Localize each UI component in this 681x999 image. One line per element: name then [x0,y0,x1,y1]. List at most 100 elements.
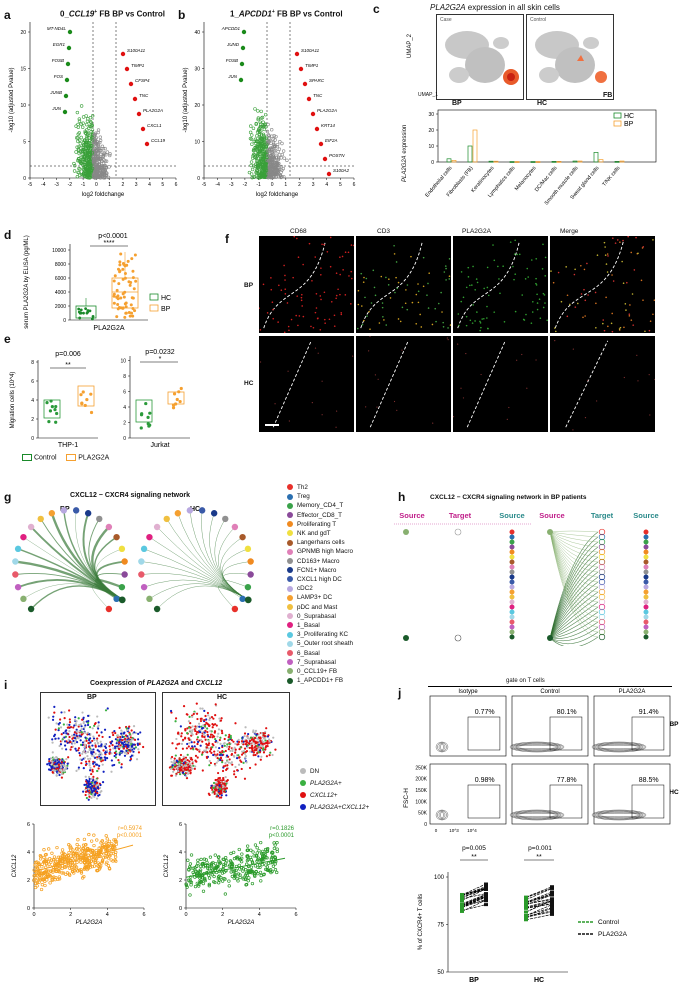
umap-cell [216,757,219,760]
volcano-point [249,172,254,176]
cell-signal [465,324,468,327]
umap-cell [234,748,237,751]
umap-cell [260,739,264,742]
h-source-dot [509,604,515,610]
scatter-point [65,871,70,875]
volcano-point [274,168,278,173]
cell-signal [293,235,296,238]
cell-signal [311,279,313,282]
umap-cell [186,772,190,775]
umap-cell [130,742,133,746]
flow-contour [596,812,642,818]
volcano-point [76,156,81,161]
x-tick-label: 6 [353,182,356,188]
umap-cell [237,743,240,746]
h-edge [549,531,599,638]
h-source-dot [643,584,649,590]
cell-signal [623,326,625,329]
umap-cell [196,725,199,728]
scatter-point [97,862,102,867]
volcano-point [276,161,280,166]
cell-signal [368,310,370,313]
cell-signal [605,296,607,299]
umap-cell [90,754,93,757]
legend-item: CXCL1 high DC [287,576,342,583]
volcano-point [98,167,102,171]
volcano-point [281,149,286,153]
scatter-point [247,876,251,880]
flow-col-label: Control [540,689,559,695]
umap-cell [191,725,194,728]
cell-signal [287,325,290,328]
umap-cell [263,732,267,735]
cell-signal [369,328,371,330]
umap-cell [247,732,250,736]
volcano-point [83,160,87,165]
volcano-point [79,135,83,140]
scatter-point [40,862,44,866]
cell-signal [448,278,451,280]
volcano-point [259,150,264,155]
umap-cell [169,709,173,713]
umap-cell [65,758,68,761]
flow-contour [515,745,559,750]
gene-point [322,156,328,162]
umap-cell [125,752,128,756]
cell-signal [596,400,598,402]
umap-cell [114,731,117,735]
paired-line [461,893,487,905]
umap-cell [97,727,100,730]
scatter-point [265,868,269,872]
cell-signal [396,287,399,290]
cell-signal [552,281,555,284]
volcano-point [266,165,271,170]
umap-cell [114,738,117,741]
umap-cell [188,763,192,766]
scatter-point [217,878,222,882]
volcano-point [73,164,77,168]
e-point [85,397,89,402]
umap-cell [111,744,114,747]
d-point-bp [131,307,135,311]
scatter-point [71,868,75,872]
cell-signal [603,329,606,332]
umap-cell [52,715,55,718]
cell-signal [308,242,311,245]
flow-contour [591,809,647,821]
e-x2: Jurkat [150,442,169,449]
umap-ylabel: UMAP_2 [407,33,413,58]
d-ytick-label: 4000 [55,290,66,296]
scatter-point [271,851,275,855]
umap-cell [60,739,64,742]
scatter-point [79,860,83,864]
umap-cell [99,740,102,743]
scatter-point [57,875,61,879]
paired-control [460,909,464,913]
umap-cell [260,747,263,750]
cell-signal [584,299,587,302]
h-col1: Source [399,511,424,520]
umap-cell [171,742,174,745]
gene-label: S100A11 [127,48,146,53]
scatter-point [40,865,44,869]
cell-signal [357,303,360,306]
cell-signal [312,326,315,329]
volcano-point [75,110,80,115]
volcano-point [83,170,88,174]
volcano-point [264,168,269,172]
umap-cell [201,769,204,772]
umap-cell [258,741,261,744]
box-hc [488,160,494,163]
cell-signal [635,236,637,239]
umap-cell [94,742,97,745]
scatter-point [273,862,277,866]
volcano-point [259,109,263,114]
umap-cell [112,747,115,750]
umap-cell [132,725,136,728]
paired-line [525,898,553,905]
scatter-point [61,855,66,859]
scatter-point [230,864,234,869]
j-gate: gate on T cells [506,678,545,684]
scatter-point [257,849,261,853]
h-target-dot [598,598,606,606]
